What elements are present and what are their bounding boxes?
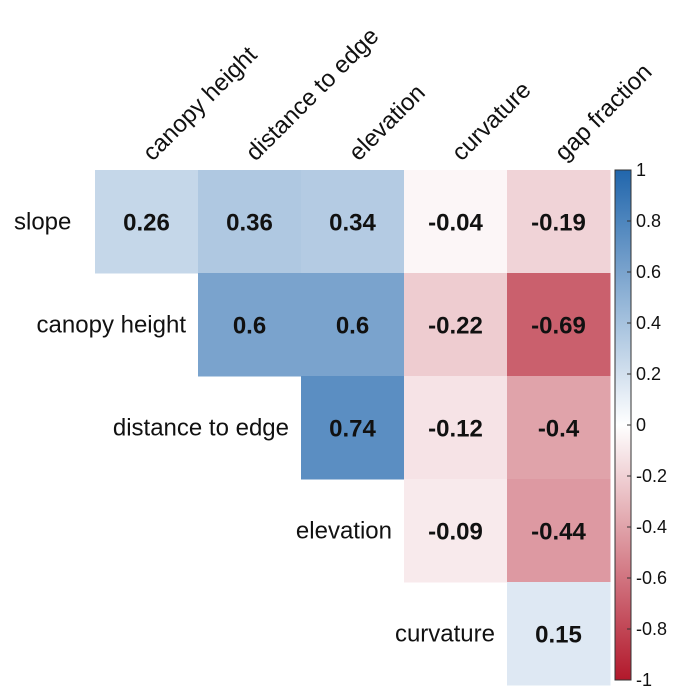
col-label-gap-fraction: gap fraction [550,58,658,166]
colorbar-tick-label: -1 [636,670,652,690]
cell-distance-to-edge-curvature [404,376,508,480]
cell-value-label: -0.19 [531,210,586,237]
cell-canopy-height-distance-to-edge [198,273,302,377]
cell-value-label: -0.22 [428,313,483,340]
cell-slope-canopy-height [95,170,199,274]
cell-distance-to-edge-elevation [301,376,405,480]
cell-canopy-height-curvature [404,273,508,377]
cell-value-label: 0.34 [329,210,376,237]
colorbar-tick-label: -0.8 [636,619,667,639]
col-label-elevation: elevation [344,79,431,166]
cell-value-label: -0.44 [531,519,586,546]
cell-canopy-height-elevation [301,273,405,377]
col-label-curvature: curvature [447,76,537,166]
row-label-elevation: elevation [296,518,392,545]
cell-value-label: 0.74 [329,416,376,443]
cell-slope-gap-fraction [507,170,611,274]
cell-canopy-height-gap-fraction [507,273,611,377]
row-label-canopy-height: canopy height [37,312,187,339]
cell-elevation-curvature [404,479,508,583]
cell-value-label: 0.6 [233,313,266,340]
row-label-curvature: curvature [395,621,495,648]
cell-value-label: 0.26 [123,210,170,237]
cell-value-label: -0.09 [428,519,483,546]
cell-value-label: -0.12 [428,416,483,443]
cell-distance-to-edge-gap-fraction [507,376,611,480]
colorbar-tick-label: 0.4 [636,313,661,333]
colorbar-tick-label: 0 [636,415,646,435]
colorbar-tick-label: -0.6 [636,568,667,588]
cell-value-label: -0.69 [531,313,586,340]
cell-elevation-gap-fraction [507,479,611,583]
colorbar-tick-label: 0.6 [636,262,661,282]
cell-slope-distance-to-edge [198,170,302,274]
cell-value-label: 0.36 [226,210,273,237]
colorbar-tick-label: -0.4 [636,517,667,537]
cell-value-label: -0.04 [428,210,483,237]
cell-slope-elevation [301,170,405,274]
row-label-distance-to-edge: distance to edge [113,415,289,442]
colorbar-tick-label: 1 [636,160,646,180]
cell-slope-curvature [404,170,508,274]
cell-value-label: 0.6 [336,313,369,340]
cell-curvature-gap-fraction [507,582,611,686]
colorbar-tick-label: 0.8 [636,211,661,231]
cell-value-label: 0.15 [535,622,582,649]
colorbar-tick-label: 0.2 [636,364,661,384]
row-label-slope: slope [14,209,71,236]
colorbar-tick-label: -0.2 [636,466,667,486]
cell-value-label: -0.4 [538,416,580,443]
